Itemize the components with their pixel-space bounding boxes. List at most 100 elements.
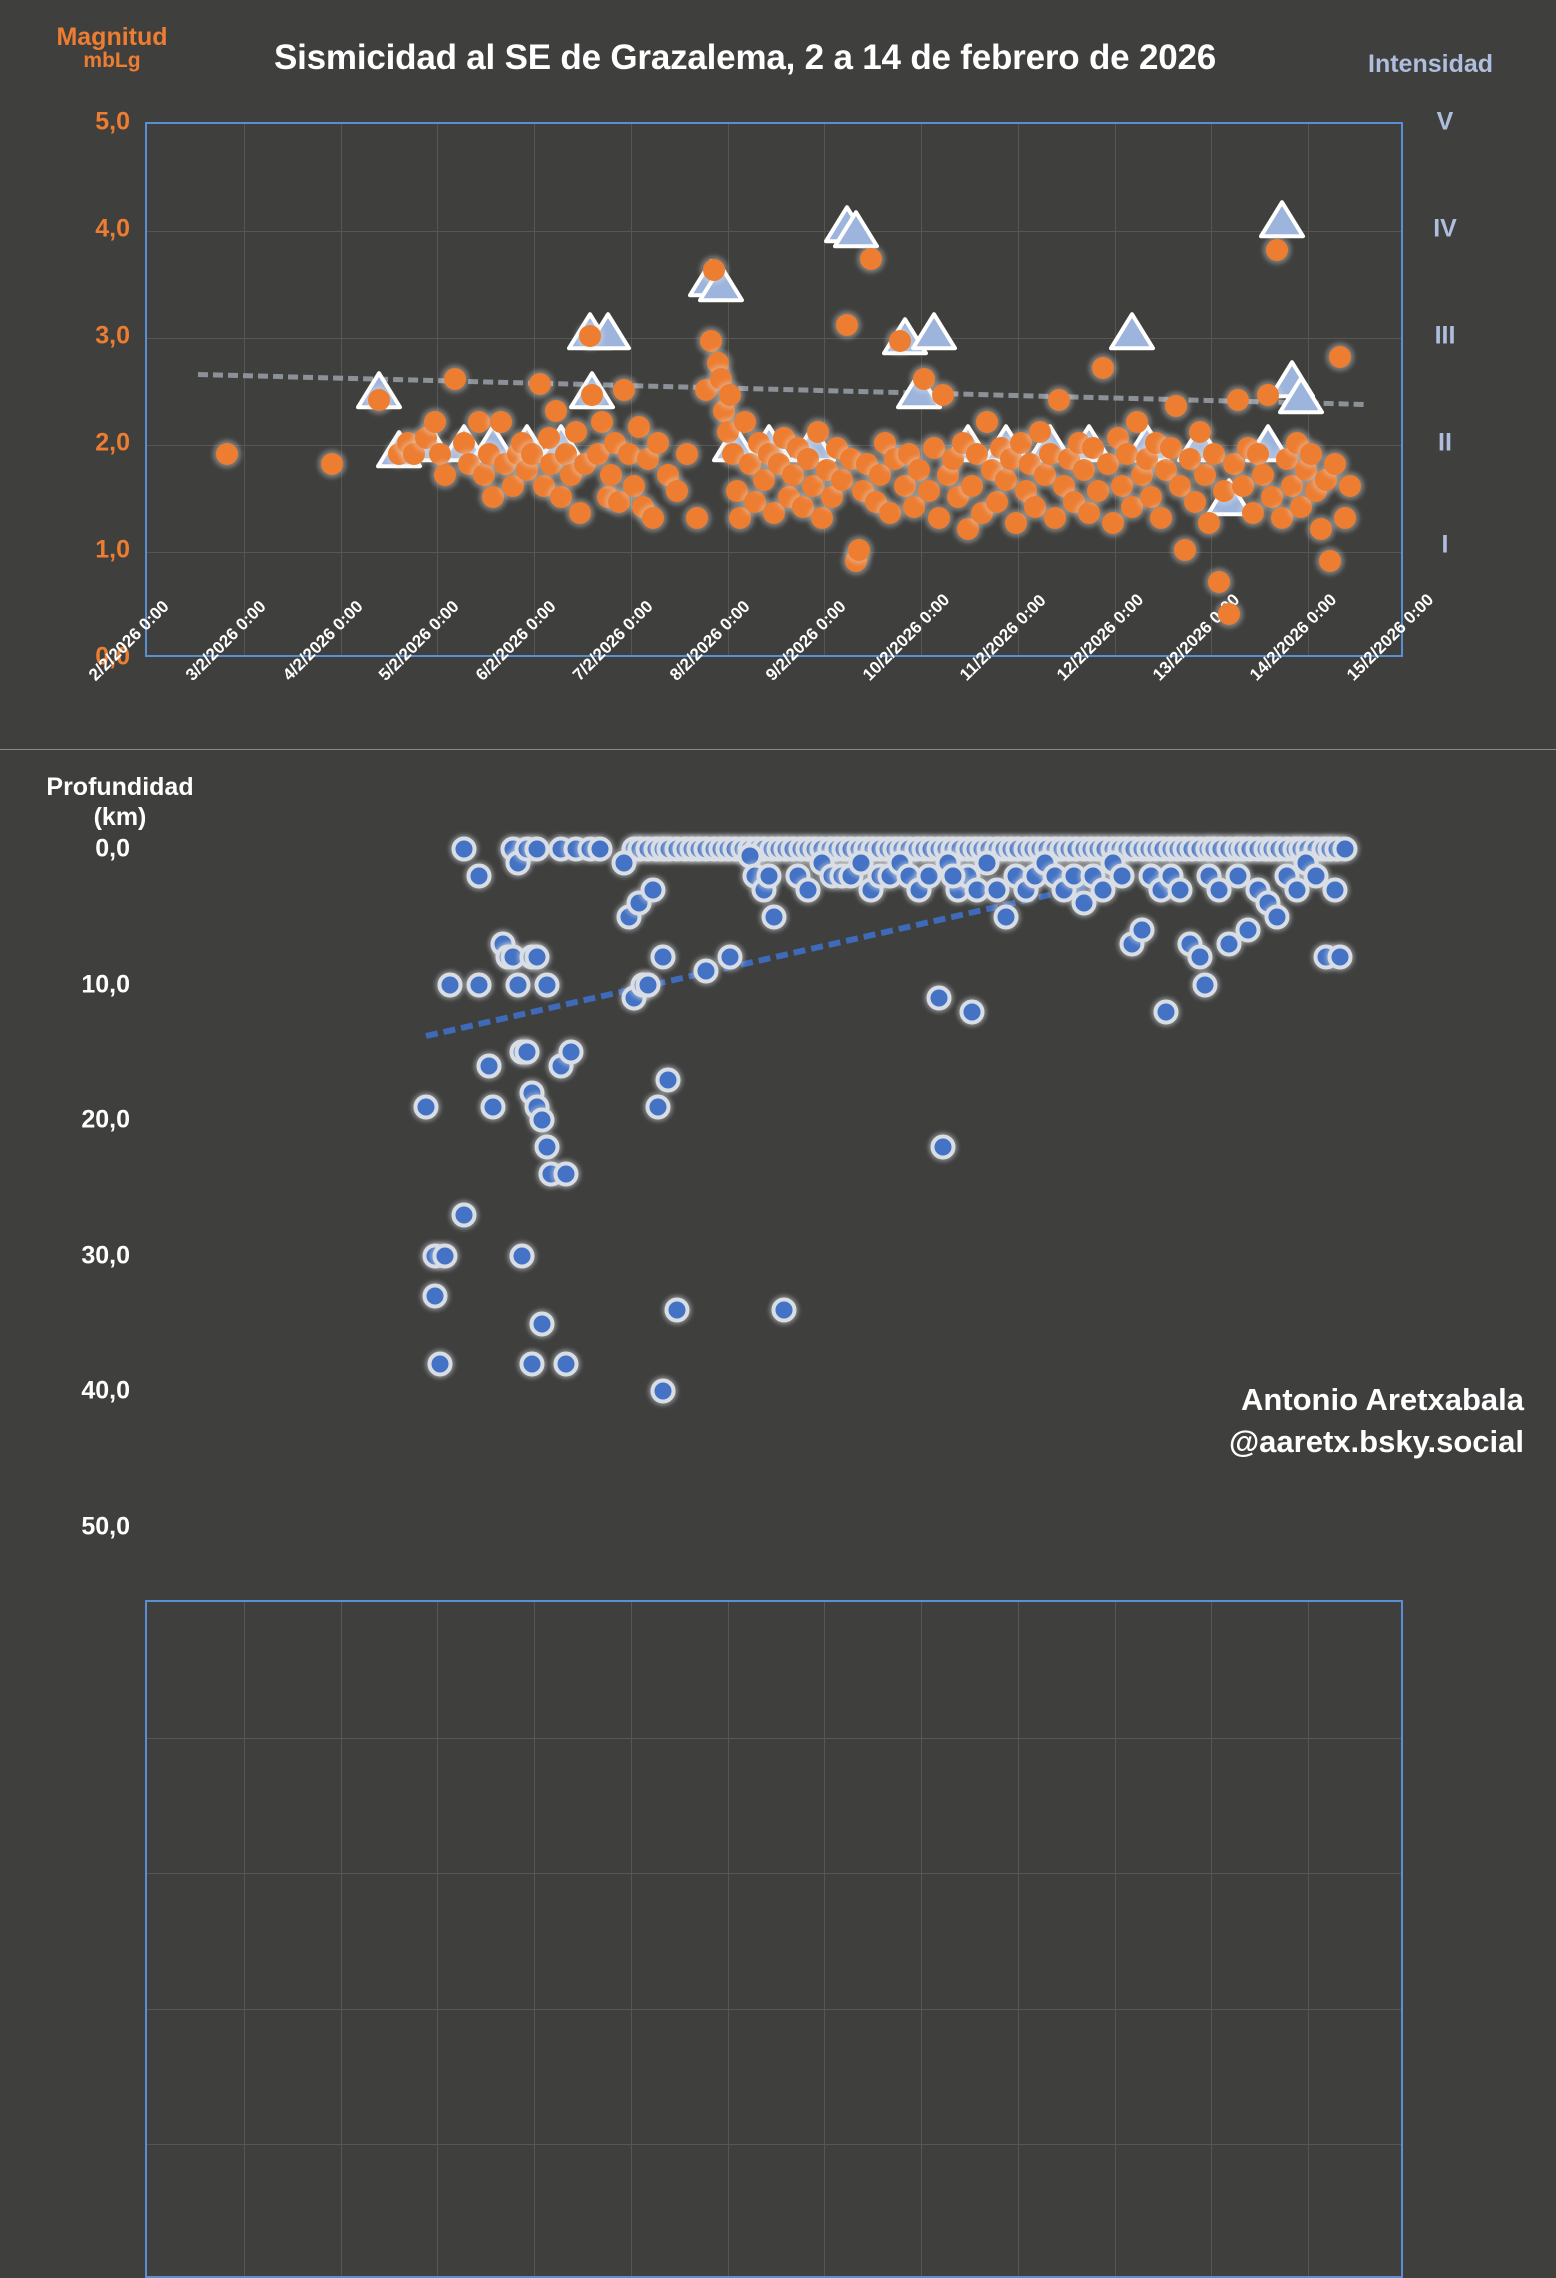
magnitude-marker <box>429 442 452 465</box>
magnitude-marker <box>1121 496 1144 519</box>
magnitude-marker <box>719 383 742 406</box>
magnitude-marker <box>1193 464 1216 487</box>
magnitude-tick-label: 1,0 <box>95 535 130 564</box>
magnitude-marker <box>581 383 604 406</box>
magnitude-marker <box>1082 437 1105 460</box>
magnitude-marker <box>569 501 592 524</box>
magnitude-marker <box>1271 506 1294 529</box>
depth-marker <box>756 863 782 889</box>
intensity-marker <box>832 210 880 250</box>
depth-tick-label: 20,0 <box>81 1105 130 1134</box>
depth-marker <box>1225 863 1251 889</box>
depth-marker <box>413 1094 439 1120</box>
depth-marker <box>717 944 743 970</box>
magnitude-marker <box>1222 453 1245 476</box>
magnitude-marker <box>903 496 926 519</box>
magnitude-marker <box>1232 474 1255 497</box>
magnitude-marker <box>414 426 437 449</box>
magnitude-marker <box>733 410 756 433</box>
magnitude-marker <box>564 421 587 444</box>
magnitude-marker <box>472 464 495 487</box>
magnitude-tick-label: 0,0 <box>95 642 130 671</box>
magnitude-marker <box>1188 421 1211 444</box>
magnitude-marker <box>1290 496 1313 519</box>
depth-marker <box>664 1297 690 1323</box>
gridline-vertical <box>437 124 439 655</box>
gridline-vertical <box>727 1602 729 2276</box>
depth-marker <box>480 1094 506 1120</box>
magnitude-marker <box>666 480 689 503</box>
depth-marker <box>529 1311 555 1337</box>
depth-marker <box>959 999 985 1025</box>
magnitude-marker <box>521 442 544 465</box>
magnitude-marker <box>453 432 476 454</box>
depth-marker <box>645 1094 671 1120</box>
intensity-marker <box>1108 311 1156 351</box>
magnitude-marker <box>433 464 456 487</box>
gridline-horizontal <box>147 2008 1401 2010</box>
magnitude-marker <box>975 410 998 433</box>
magnitude-marker <box>763 501 785 524</box>
depth-marker <box>761 904 787 930</box>
magnitude-marker <box>613 378 635 401</box>
intensity-tick-label: III <box>1434 321 1456 350</box>
depth-marker <box>553 1161 579 1187</box>
depth-marker <box>611 850 637 876</box>
depth-marker <box>432 1243 458 1269</box>
magnitude-marker <box>1024 496 1047 519</box>
magnitude-marker <box>1043 506 1066 529</box>
magnitude-marker <box>545 399 568 422</box>
magnitude-marker <box>1300 442 1323 465</box>
gridline-vertical <box>630 1602 632 2276</box>
magnitude-marker <box>1038 442 1061 465</box>
magnitude-marker <box>1169 474 1192 497</box>
gridline-horizontal <box>147 552 1401 553</box>
magnitude-marker <box>490 410 513 433</box>
magnitude-marker <box>1266 239 1289 262</box>
gridline-vertical <box>1017 124 1019 655</box>
intensity-axis-label: Intensidad <box>1368 50 1494 78</box>
depth-tick-label: 40,0 <box>81 1376 130 1405</box>
gridline-vertical <box>824 124 826 655</box>
magnitude-marker <box>550 485 573 508</box>
magnitude-marker <box>859 247 882 270</box>
magnitude-marker <box>700 330 723 353</box>
magnitude-marker <box>579 325 602 347</box>
magnitude-marker <box>1256 383 1279 406</box>
gridline-horizontal <box>147 231 1401 232</box>
depth-marker <box>1332 836 1358 862</box>
depth-marker <box>534 972 560 998</box>
magnitude-marker <box>1203 442 1226 465</box>
magnitude-marker <box>1174 539 1197 561</box>
magnitude-marker <box>1198 512 1221 535</box>
depth-marker <box>509 1243 535 1269</box>
magnitude-tick-label: 5,0 <box>95 107 130 136</box>
depth-marker <box>529 1107 555 1133</box>
magnitude-marker <box>726 480 749 503</box>
magnitude-marker <box>879 501 902 524</box>
magnitude-marker <box>738 453 761 476</box>
magnitude-marker <box>1072 458 1095 481</box>
magnitude-marker <box>1251 464 1274 487</box>
magnitude-marker <box>590 410 613 433</box>
depth-marker <box>930 1134 956 1160</box>
magnitude-tick-label: 2,0 <box>95 428 130 457</box>
magnitude-marker <box>554 442 577 465</box>
depth-tick-label: 10,0 <box>81 970 130 999</box>
magnitude-marker <box>1092 357 1114 380</box>
depth-marker <box>466 863 492 889</box>
depth-marker <box>524 944 550 970</box>
depth-marker <box>558 1039 584 1065</box>
intensity-marker <box>1258 199 1306 239</box>
magnitude-marker <box>1212 480 1235 503</box>
magnitude-marker <box>501 474 524 497</box>
magnitude-marker <box>835 314 858 337</box>
gridline-vertical <box>340 1602 342 2276</box>
magnitude-marker <box>1048 389 1071 412</box>
depth-marker <box>505 972 531 998</box>
gridline-vertical <box>437 1602 439 2276</box>
depth-marker <box>993 904 1019 930</box>
magnitude-tick-label: 3,0 <box>95 321 130 350</box>
depth-marker <box>553 1351 579 1377</box>
magnitude-marker <box>743 490 766 513</box>
